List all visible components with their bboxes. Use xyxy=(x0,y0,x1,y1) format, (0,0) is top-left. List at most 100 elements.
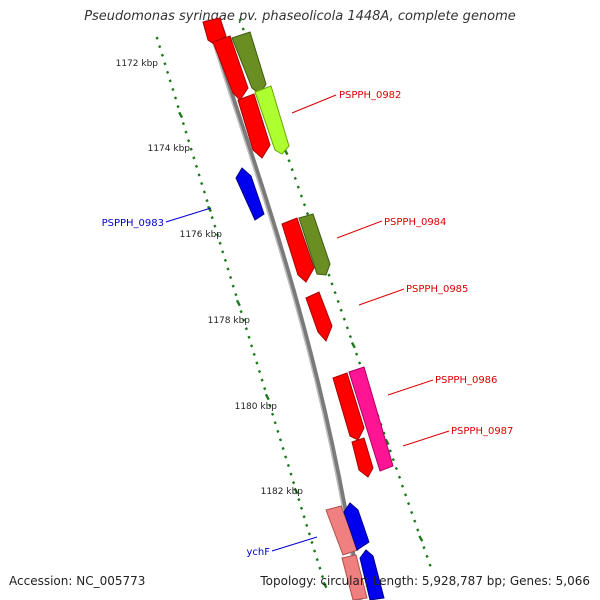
scale-tick xyxy=(205,198,209,203)
scale-tick xyxy=(345,326,350,330)
scale-tick xyxy=(176,104,180,109)
leader-line xyxy=(358,288,405,306)
scale-tick xyxy=(327,273,331,277)
scale-tick xyxy=(291,480,296,485)
scale-tick xyxy=(223,258,228,262)
scale-tick xyxy=(293,176,297,180)
scale-tick xyxy=(202,190,207,194)
gene-feature-forward[interactable] xyxy=(237,93,271,159)
gene-label-pspph-0987[interactable]: PSPPH_0987 xyxy=(451,426,513,437)
scale-tick xyxy=(394,466,399,471)
scale-tick xyxy=(388,449,392,453)
scale-label: 1178 kbp xyxy=(208,316,251,326)
scale-tick xyxy=(178,111,184,119)
gene-feature-forward[interactable] xyxy=(305,291,333,342)
gene-feature-forward[interactable] xyxy=(332,372,365,441)
scale-tick xyxy=(305,523,309,527)
genome-backbone-highlight xyxy=(205,19,359,600)
scale-tick xyxy=(287,159,291,163)
leader-line xyxy=(336,220,383,239)
scale-tick xyxy=(249,344,254,348)
scale-tick xyxy=(192,156,196,160)
scale-tick xyxy=(173,96,178,100)
scale-label: 1174 kbp xyxy=(148,144,191,154)
gene-label-pspph-0985[interactable]: PSPPH_0985 xyxy=(406,284,468,295)
scale-tick xyxy=(289,472,293,476)
scale-tick xyxy=(194,164,199,168)
gene-feature-olive[interactable] xyxy=(298,213,331,276)
scale-tick xyxy=(238,18,242,22)
scale-tick xyxy=(400,484,405,488)
scale-tick xyxy=(299,506,304,510)
gene-label-pspph-0984[interactable]: PSPPH_0984 xyxy=(384,217,446,228)
scale-tick xyxy=(184,130,188,134)
scale-tick xyxy=(242,318,246,322)
scale-label: 1176 kbp xyxy=(180,230,223,240)
scale-tick xyxy=(165,70,170,74)
scale-tick xyxy=(410,510,414,515)
gene-label-pspph-0982[interactable]: PSPPH_0982 xyxy=(339,90,401,101)
scale-tick xyxy=(391,458,395,462)
scale-tick xyxy=(252,352,256,356)
scale-tick xyxy=(210,216,214,220)
scale-tick xyxy=(197,173,201,177)
scale-tick xyxy=(286,463,291,468)
gene-feature-forward[interactable] xyxy=(351,437,374,478)
gene-feature-reverse[interactable] xyxy=(343,502,370,551)
scale-tick xyxy=(255,361,259,365)
gene-label-pspph-0983[interactable]: PSPPH_0983 xyxy=(102,218,164,229)
gene-feature-pink[interactable] xyxy=(348,366,394,472)
scale-tick xyxy=(218,241,222,245)
scale-tick xyxy=(263,386,267,391)
scale-tick xyxy=(213,224,217,228)
gene-features xyxy=(202,17,394,600)
scale-tick xyxy=(163,62,167,66)
scale-tick xyxy=(264,393,270,401)
scale-tick xyxy=(231,284,235,288)
gene-feature-lime[interactable] xyxy=(254,85,290,155)
scale-tick xyxy=(310,540,314,545)
scale-tick xyxy=(305,211,310,216)
scale-tick xyxy=(257,369,262,374)
scale-tick xyxy=(320,575,325,579)
scale-tick xyxy=(302,515,306,519)
scale-tick xyxy=(342,317,346,321)
scale-tick xyxy=(284,455,288,459)
scale-tick xyxy=(406,502,411,506)
scale-tick xyxy=(330,282,334,286)
gene-feature-forward[interactable] xyxy=(281,217,315,283)
scale-tick xyxy=(290,167,294,172)
scale-tick xyxy=(339,308,343,312)
gene-feature-forward[interactable] xyxy=(212,35,249,101)
gene-feature-salmon[interactable] xyxy=(341,554,368,600)
scale-tick xyxy=(181,122,186,126)
leader-line xyxy=(387,379,434,396)
scale-tick xyxy=(228,275,233,280)
gene-label-pspph-0986[interactable]: PSPPH_0986 xyxy=(435,375,497,386)
gene-label-ychf[interactable]: ychF xyxy=(246,547,270,558)
leader-line xyxy=(291,94,337,114)
gene-feature-reverse[interactable] xyxy=(359,549,385,600)
scale-tick xyxy=(357,361,362,365)
gene-feature-reverse[interactable] xyxy=(235,167,265,221)
scale-tick-track-inner xyxy=(155,36,328,589)
scale-tick xyxy=(234,292,238,297)
scale-tick xyxy=(221,250,225,254)
scale-label: 1182 kbp xyxy=(261,487,304,497)
scale-tick xyxy=(158,45,162,49)
gene-labels: PSPPH_0982 PSPPH_0983 PSPPH_0984 PSPPH_0… xyxy=(102,90,514,558)
scale-tick xyxy=(422,545,426,550)
scale-tick xyxy=(307,532,312,536)
scale-tick xyxy=(302,203,307,207)
scale-tick xyxy=(293,487,299,495)
gene-feature-salmon[interactable] xyxy=(325,505,359,556)
scale-tick xyxy=(168,79,172,83)
scale-tick xyxy=(278,438,283,442)
scale-tick xyxy=(348,335,353,339)
scale-tick xyxy=(215,233,220,237)
scale-tick xyxy=(350,341,356,349)
scale-labels: 1172 kbp 1174 kbp 1176 kbp 1178 kbp 1180… xyxy=(116,59,304,497)
scale-tick xyxy=(186,139,191,143)
scale-tick xyxy=(425,554,429,558)
